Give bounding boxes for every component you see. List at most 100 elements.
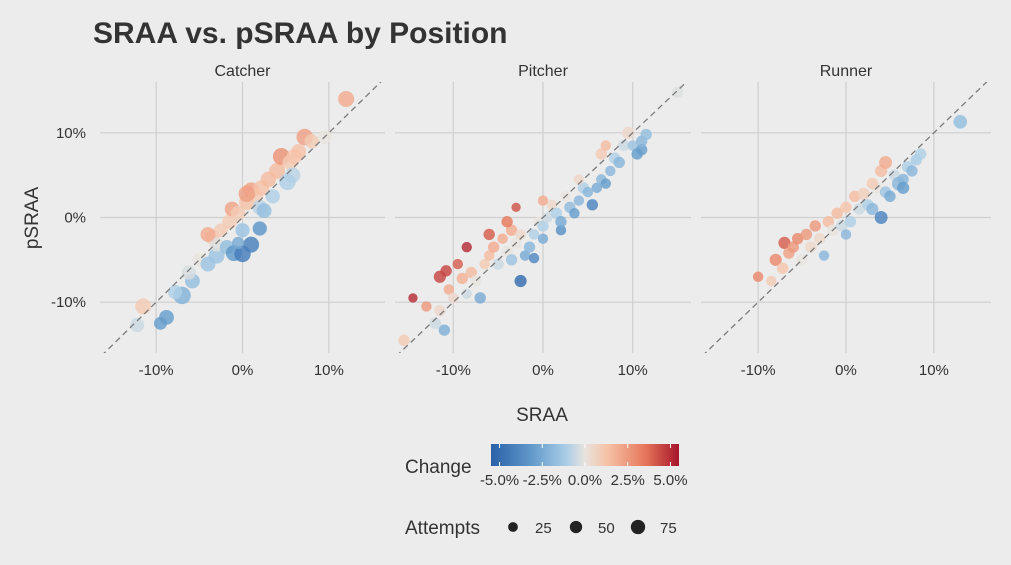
data-point bbox=[897, 173, 909, 186]
data-point bbox=[181, 265, 197, 280]
data-point bbox=[511, 202, 521, 213]
data-point bbox=[465, 266, 477, 279]
x-axis-label: SRAA bbox=[516, 405, 568, 426]
panels: Catcher -10% 0% 10% Pitcher -10% 0% 10% Runner -1… bbox=[100, 63, 991, 379]
y-tick-label: -10% bbox=[51, 294, 86, 311]
data-point bbox=[434, 304, 446, 317]
data-point bbox=[232, 236, 245, 250]
data-point bbox=[421, 301, 432, 312]
data-point bbox=[230, 205, 246, 221]
panel-strip-label: Runner bbox=[820, 63, 873, 80]
data-point bbox=[483, 250, 495, 261]
color-legend: Change -5.0% -2.5% 0.0% 2.5% 5.0% bbox=[405, 444, 688, 489]
data-point bbox=[159, 309, 174, 325]
reference-line bbox=[398, 82, 688, 353]
color-legend-title: Change bbox=[405, 457, 472, 478]
size-key-circle bbox=[508, 522, 518, 532]
data-point bbox=[479, 258, 490, 270]
data-point bbox=[537, 233, 549, 244]
colorbar-tick-label: -5.0% bbox=[480, 472, 519, 489]
data-point bbox=[200, 227, 216, 242]
colorbar-tick-label: 5.0% bbox=[653, 472, 687, 489]
data-point bbox=[501, 216, 513, 228]
data-point bbox=[569, 208, 580, 219]
data-point bbox=[840, 201, 852, 214]
x-tick-label: -10% bbox=[139, 362, 174, 379]
data-point bbox=[884, 190, 896, 203]
data-point bbox=[537, 195, 549, 206]
data-point bbox=[265, 189, 280, 204]
data-point bbox=[809, 220, 821, 232]
data-point bbox=[505, 254, 518, 266]
data-point bbox=[853, 203, 865, 215]
data-point bbox=[546, 199, 558, 211]
data-point bbox=[671, 86, 684, 98]
size-legend: Attempts 25 50 75 bbox=[405, 518, 677, 539]
y-axis-label: pSRAA bbox=[22, 187, 43, 250]
data-point bbox=[791, 232, 804, 245]
data-point bbox=[497, 233, 508, 244]
data-point bbox=[243, 236, 260, 253]
data-point bbox=[844, 216, 857, 228]
colorbar-ticks: -5.0% -2.5% 0.0% 2.5% 5.0% bbox=[480, 444, 688, 489]
data-point bbox=[915, 148, 927, 160]
data-point bbox=[752, 271, 764, 283]
data-point bbox=[897, 181, 910, 194]
data-point bbox=[398, 334, 410, 346]
data-point bbox=[461, 241, 472, 253]
x-tick-label: 0% bbox=[232, 362, 254, 379]
data-point bbox=[130, 317, 145, 333]
data-point bbox=[600, 140, 612, 151]
data-point bbox=[605, 165, 616, 177]
data-point bbox=[635, 144, 648, 156]
data-point bbox=[456, 272, 468, 285]
colorbar-tick-label: 2.5% bbox=[611, 472, 645, 489]
x-tick-label: 10% bbox=[919, 362, 949, 379]
data-point bbox=[291, 144, 307, 159]
reference-line bbox=[103, 82, 382, 353]
data-point bbox=[831, 207, 843, 219]
data-point bbox=[408, 293, 418, 303]
data-point bbox=[304, 134, 319, 149]
data-point bbox=[640, 128, 652, 141]
data-point bbox=[440, 265, 452, 277]
size-legend-title: Attempts bbox=[405, 518, 480, 539]
points bbox=[398, 86, 684, 346]
data-point bbox=[573, 195, 585, 206]
data-point bbox=[906, 165, 918, 177]
data-point bbox=[866, 177, 879, 190]
data-point bbox=[874, 211, 888, 224]
colorbar-tick-label: 0.0% bbox=[568, 472, 602, 489]
data-point bbox=[778, 236, 791, 250]
x-tick-label: -10% bbox=[741, 362, 776, 379]
data-point bbox=[879, 155, 893, 169]
data-point bbox=[429, 317, 442, 330]
y-tick-label: 0% bbox=[64, 210, 86, 227]
data-point bbox=[519, 250, 531, 261]
data-point bbox=[813, 232, 826, 245]
size-key-circle bbox=[630, 519, 646, 535]
panel-strip-label: Catcher bbox=[214, 63, 271, 80]
data-point bbox=[555, 216, 567, 228]
data-point bbox=[269, 162, 286, 179]
data-point bbox=[338, 90, 355, 107]
panel-runner: Runner -10% 0% 10% bbox=[701, 63, 991, 379]
data-point bbox=[800, 228, 813, 241]
size-keys: 25 50 75 bbox=[508, 519, 677, 537]
data-point bbox=[452, 258, 464, 270]
reference-line bbox=[704, 82, 988, 353]
data-point bbox=[443, 284, 455, 295]
data-point bbox=[208, 247, 225, 264]
data-point bbox=[252, 221, 267, 236]
x-tick-label: 10% bbox=[314, 362, 344, 379]
size-key-circle bbox=[569, 520, 583, 534]
size-key-label: 25 bbox=[535, 520, 552, 537]
data-point bbox=[238, 185, 256, 203]
panel-strip-label: Pitcher bbox=[518, 63, 568, 80]
data-point bbox=[866, 202, 879, 216]
chart-title: SRAA vs. pSRAA by Position bbox=[93, 17, 508, 50]
data-point bbox=[600, 178, 612, 189]
data-point bbox=[168, 284, 183, 300]
data-point bbox=[586, 199, 599, 211]
